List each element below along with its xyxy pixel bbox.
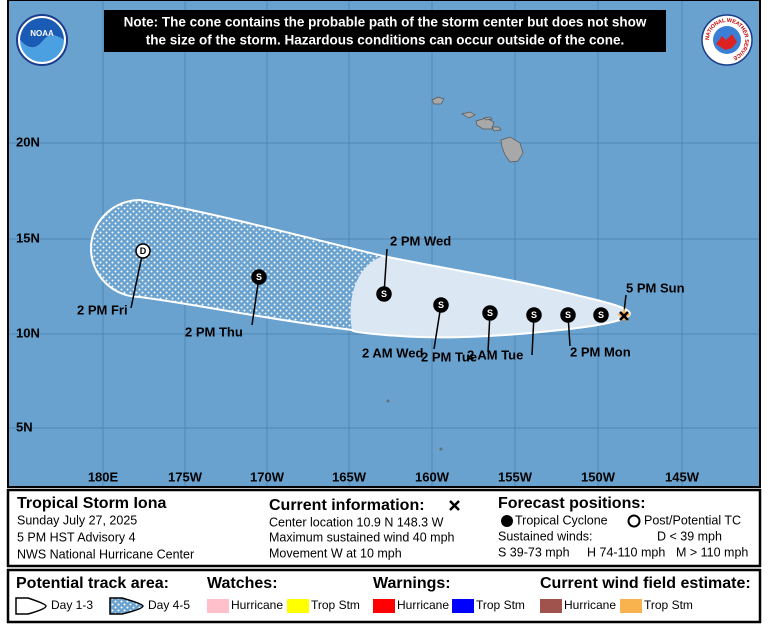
tc-label: Tropical Cyclone bbox=[515, 513, 608, 527]
current-icon bbox=[449, 500, 460, 511]
hurricane-warning-swatch bbox=[373, 599, 395, 613]
time-label: 2 PM Mon bbox=[570, 344, 631, 359]
islands bbox=[386, 96, 524, 451]
lat-label: 10N bbox=[16, 325, 40, 340]
leader-line bbox=[251, 276, 260, 326]
forecast-title: Forecast positions: bbox=[498, 495, 646, 512]
watches-title: Watches: bbox=[207, 575, 278, 592]
map-frame bbox=[7, 0, 761, 488]
nws-logo: NATIONAL WEATHER SERVICE bbox=[701, 14, 753, 66]
cone-outline bbox=[90, 198, 632, 339]
wind-m: M > 110 mph bbox=[676, 545, 748, 559]
forecast-point bbox=[482, 305, 498, 321]
legend-track-title: Potential track area: bbox=[16, 575, 169, 592]
forecast-point bbox=[135, 243, 151, 259]
lat-label: 15N bbox=[16, 230, 40, 245]
note-box bbox=[104, 10, 666, 52]
wind-h: H 74-110 mph bbox=[587, 545, 665, 559]
lat-label: 20N bbox=[16, 134, 40, 149]
hurricane-watch-label: Hurricane bbox=[231, 598, 283, 612]
lat-label: 5N bbox=[16, 419, 33, 434]
storm-name: Tropical Storm Iona bbox=[17, 495, 166, 512]
hurricane-wind-swatch bbox=[540, 599, 562, 613]
lon-label: 170W bbox=[250, 469, 285, 484]
time-label: 2 AM Tue bbox=[467, 347, 523, 362]
cone-day-1-3 bbox=[350, 256, 630, 338]
leader-line bbox=[130, 250, 144, 309]
point-symbol: S bbox=[598, 310, 604, 320]
time-label: 2 PM Fri bbox=[77, 302, 128, 317]
ptc-icon bbox=[627, 514, 641, 528]
point-symbol: D bbox=[140, 246, 147, 256]
ts-warning-label: Trop Stm bbox=[476, 598, 525, 612]
point-symbol: S bbox=[487, 308, 493, 318]
note-line: Note: The cone contains the probable pat… bbox=[124, 15, 647, 30]
wind-field-title: Current wind field estimate: bbox=[540, 575, 751, 592]
storm-center: NWS National Hurricane Center bbox=[17, 547, 194, 561]
time-label: 2 PM Wed bbox=[390, 233, 451, 248]
info-box bbox=[6, 488, 762, 568]
point-symbol: S bbox=[381, 289, 387, 299]
winds-label: Sustained winds: bbox=[498, 529, 593, 543]
noaa-logo: NOAA bbox=[16, 14, 68, 66]
current-position bbox=[619, 311, 629, 321]
lon-label: 150W bbox=[581, 469, 616, 484]
wind-s: S 39-73 mph bbox=[498, 545, 570, 559]
ts-watch-label: Trop Stm bbox=[311, 598, 360, 612]
lon-label: 155W bbox=[498, 469, 533, 484]
warnings-title: Warnings: bbox=[373, 575, 451, 592]
forecast-point bbox=[560, 307, 576, 323]
ts-wind-swatch bbox=[620, 599, 642, 613]
ts-wind-label: Trop Stm bbox=[644, 598, 693, 612]
cone-day-4-5 bbox=[90, 200, 383, 330]
hurricane-warning-label: Hurricane bbox=[397, 598, 449, 612]
time-label: 2 AM Wed bbox=[362, 345, 423, 360]
storm-advisory: 5 PM HST Advisory 4 bbox=[17, 530, 136, 544]
storm-date: Sunday July 27, 2025 bbox=[17, 513, 137, 527]
lon-label: 180E bbox=[88, 469, 119, 484]
point-symbol: S bbox=[256, 272, 262, 282]
day45-label: Day 4-5 bbox=[148, 598, 190, 612]
noaa-logo-text: NOAA bbox=[30, 29, 54, 38]
day13-swatch bbox=[15, 597, 47, 615]
current-title: Current information: bbox=[269, 497, 425, 514]
hurricane-wind-label: Hurricane bbox=[564, 598, 616, 612]
current-movement: Movement W at 10 mph bbox=[269, 546, 402, 560]
current-location: Center location 10.9 N 148.3 W bbox=[269, 515, 444, 529]
current-time-label: 5 PM Sun bbox=[626, 280, 685, 295]
hurricane-watch-swatch bbox=[207, 599, 229, 613]
point-symbol: S bbox=[531, 310, 537, 320]
ts-watch-swatch bbox=[287, 599, 309, 613]
forecast-point bbox=[376, 286, 392, 302]
lon-label: 165W bbox=[332, 469, 367, 484]
note-line: the size of the storm. Hazardous conditi… bbox=[146, 33, 625, 48]
wind-d: D < 39 mph bbox=[657, 529, 722, 543]
map: 2 PM Fri D 2 PM Thu S 2 PM Wed S 2 AM Wed S 2 PM… bbox=[8, 0, 760, 487]
forecast-point bbox=[593, 307, 609, 323]
forecast-point bbox=[526, 307, 542, 323]
forecast-point bbox=[433, 297, 449, 313]
day45-swatch bbox=[109, 597, 144, 615]
tc-icon bbox=[501, 515, 513, 527]
day13-label: Day 1-3 bbox=[51, 598, 93, 612]
current-wind: Maximum sustained wind 40 mph bbox=[269, 530, 455, 544]
ts-warning-swatch bbox=[452, 599, 474, 613]
legend-box bbox=[6, 568, 762, 624]
ptc-label: Post/Potential TC bbox=[644, 513, 741, 527]
track: 2 PM Fri D 2 PM Thu S 2 PM Wed S 2 AM Wed S 2 PM… bbox=[77, 233, 685, 364]
lon-label: 145W bbox=[665, 469, 700, 484]
point-symbol: S bbox=[565, 310, 571, 320]
lon-label: 160W bbox=[415, 469, 450, 484]
time-label: 2 PM Tue bbox=[421, 349, 477, 364]
point-symbol: S bbox=[438, 300, 444, 310]
time-label: 2 PM Thu bbox=[185, 324, 243, 339]
lon-label: 175W bbox=[168, 469, 203, 484]
forecast-point bbox=[251, 269, 267, 285]
